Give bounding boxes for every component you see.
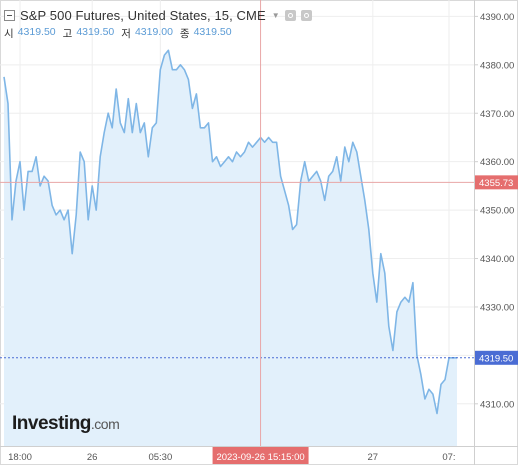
x-tick-label: 05:30 xyxy=(148,452,172,463)
x-axis: 18:00 26 05:30 27 07: 2023-09-26 15:15:00 xyxy=(0,446,518,464)
y-tick-label: 4360.00 xyxy=(480,157,514,168)
investing-logo: Investing.com xyxy=(12,413,120,435)
last-price-label: 4319.50 xyxy=(479,353,513,364)
chevron-down-icon[interactable]: ▼ xyxy=(271,10,280,20)
y-tick-label: 4380.00 xyxy=(480,60,514,71)
close-value: 4319.50 xyxy=(193,26,232,38)
low-value: 4319.00 xyxy=(134,26,173,38)
y-axis: 4310.004320.004330.004340.004350.004360.… xyxy=(474,0,518,465)
logo-brand: Investing xyxy=(12,413,91,434)
gear-icon[interactable] xyxy=(300,9,312,21)
low-label: 저 xyxy=(121,28,131,40)
y-tick-label: 4340.00 xyxy=(480,254,514,265)
plot-area xyxy=(3,49,457,447)
x-tick-label: 27 xyxy=(368,452,379,463)
y-tick-label: 4310.00 xyxy=(480,399,514,410)
close-label: 종 xyxy=(179,28,190,40)
ohlc-readout: 시 4319.50 고 4319.50 저 4319.00 종 4319.50 xyxy=(4,26,354,41)
price-area xyxy=(4,50,457,447)
y-tick-label: 4390.00 xyxy=(480,12,514,23)
crosshair-price-label-bg xyxy=(475,175,518,190)
y-tick-label: 4350.00 xyxy=(480,206,514,217)
logo-tld: .com xyxy=(90,416,120,432)
crosshair-date-label-bg xyxy=(212,447,309,464)
chart-header: S&P 500 Futures, United States, 15, CME … xyxy=(4,6,354,41)
chart-title: S&P 500 Futures, United States, 15, CME xyxy=(20,7,266,23)
crosshair xyxy=(0,0,474,446)
x-tick-label: 07: xyxy=(442,452,455,463)
y-tick-label: 4370.00 xyxy=(480,109,514,120)
x-tick-label: 18:00 xyxy=(8,452,32,463)
open-label: 시 xyxy=(4,28,14,40)
price-line xyxy=(3,49,457,415)
collapse-icon[interactable] xyxy=(4,9,15,21)
crosshair-date-label: 2023-09-26 15:15:00 xyxy=(216,452,304,463)
open-value: 4319.50 xyxy=(17,26,56,38)
y-tick-label: 4330.00 xyxy=(480,302,514,313)
high-label: 고 xyxy=(62,28,73,40)
x-tick-label: 26 xyxy=(87,452,98,463)
settings-icon[interactable] xyxy=(284,9,296,21)
high-value: 4319.50 xyxy=(76,26,115,38)
crosshair-price-label: 4355.73 xyxy=(479,178,513,189)
last-price-label-bg xyxy=(475,350,518,365)
